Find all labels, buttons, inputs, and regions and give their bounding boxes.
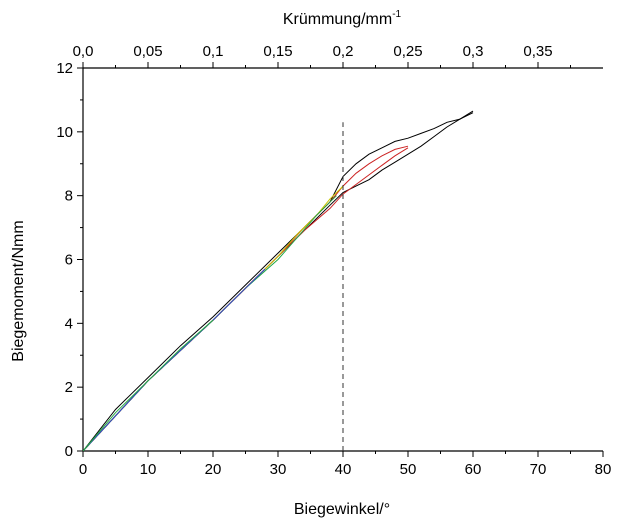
x-axis-title: Biegewinkel/° <box>294 501 390 518</box>
x-tick-label: 60 <box>465 461 482 478</box>
x-tick-label: 80 <box>595 461 612 478</box>
x2-tick-label: 0,05 <box>133 43 162 60</box>
y-tick-label: 4 <box>65 315 73 332</box>
x2-tick-label: 0,2 <box>333 43 354 60</box>
x2-axis-title-text: Krümmung/mm <box>283 11 392 28</box>
y-tick-label: 12 <box>56 60 73 77</box>
y-tick-label: 6 <box>65 252 73 269</box>
series-line-7 <box>82 268 266 452</box>
y-tick-label: 10 <box>56 124 73 141</box>
series-line-4 <box>82 147 409 452</box>
y-tick-label: 8 <box>65 188 73 205</box>
x2-tick-label: 0,0 <box>73 43 94 60</box>
x-tick-label: 20 <box>205 461 222 478</box>
y-axis-left: 0 2 4 6 8 10 12 <box>56 60 83 460</box>
series-line-5 <box>82 185 344 452</box>
series-line-3 <box>82 145 409 452</box>
x2-tick-label: 0,35 <box>523 43 552 60</box>
x-tick-label: 30 <box>270 461 287 478</box>
x2-axis-title: Krümmung/mm-1 <box>283 9 402 28</box>
x-axis-bottom: 0 10 20 30 40 50 60 70 80 <box>79 451 612 478</box>
x2-tick-label: 0,3 <box>463 43 484 60</box>
series-line-2 <box>82 112 474 452</box>
y-axis-title: Biegemoment/Nmm <box>10 220 27 361</box>
x2-axis-title-superscript: -1 <box>392 9 401 20</box>
y-tick-label: 2 <box>65 379 73 396</box>
x-tick-label: 50 <box>400 461 417 478</box>
x2-tick-label: 0,25 <box>393 43 422 60</box>
x2-tick-label: 0,1 <box>203 43 224 60</box>
x-tick-label: 10 <box>140 461 157 478</box>
x2-tick-label: 0,15 <box>263 43 292 60</box>
y-tick-label: 0 <box>65 443 73 460</box>
series-line-1 <box>82 110 474 452</box>
x-axis-top: 0,0 0,05 0,1 0,15 0,2 0,25 0,3 0,35 <box>73 43 571 68</box>
series-layer <box>82 110 474 452</box>
series-line-8 <box>82 319 214 452</box>
x-tick-label: 0 <box>79 461 87 478</box>
x-tick-label: 70 <box>530 461 547 478</box>
x-tick-label: 40 <box>335 461 352 478</box>
